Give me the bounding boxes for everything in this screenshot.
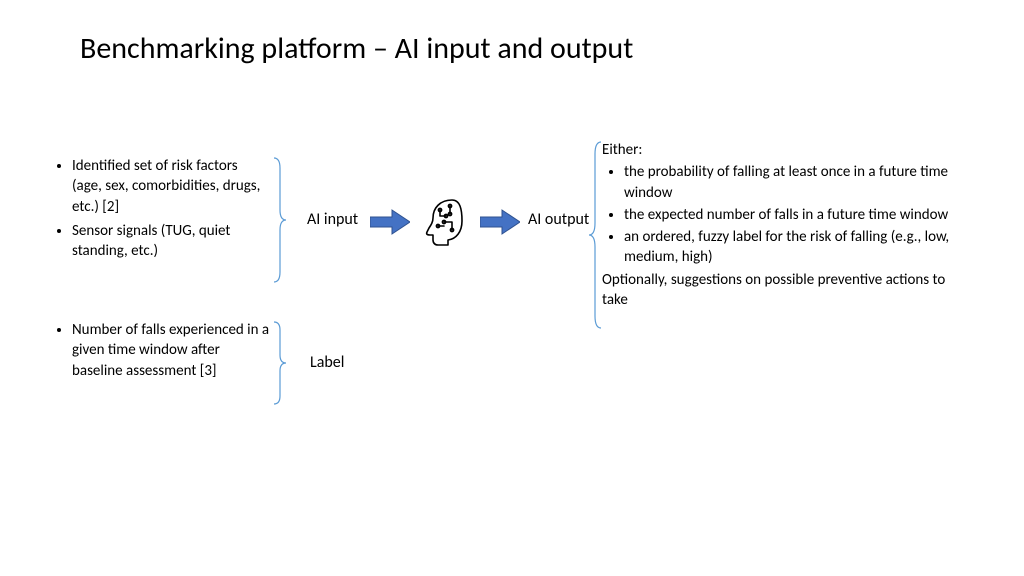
list-item: an ordered, fuzzy label for the risk of … [624,227,962,268]
list-item: Identified set of risk factors (age, sex… [72,156,270,217]
page-title: Benchmarking platform – AI input and out… [80,30,633,67]
brace-icon [588,140,602,330]
arrow-right-icon [480,209,520,240]
brace-icon [273,320,287,406]
label-text: Label [310,353,344,372]
list-item: Number of falls experienced in a given t… [72,320,270,381]
list-item: the expected number of falls in a future… [624,205,962,225]
ai-input-label: AI input [307,210,358,229]
slide: Benchmarking platform – AI input and out… [0,0,1024,576]
output-pre: Either: [602,140,962,160]
ai-head-icon [422,196,470,253]
label-list: Number of falls experienced in a given t… [50,320,270,385]
list-item: the probability of falling at least once… [624,162,962,203]
inputs-list: Identified set of risk factors (age, sex… [50,156,270,265]
list-item: Sensor signals (TUG, quiet standing, etc… [72,221,270,262]
arrow-right-icon [370,209,410,240]
ai-output-label: AI output [528,210,589,229]
output-post: Optionally, suggestions on possible prev… [602,270,962,311]
output-box: Either: the probability of falling at le… [602,140,962,312]
brace-icon [273,156,287,284]
